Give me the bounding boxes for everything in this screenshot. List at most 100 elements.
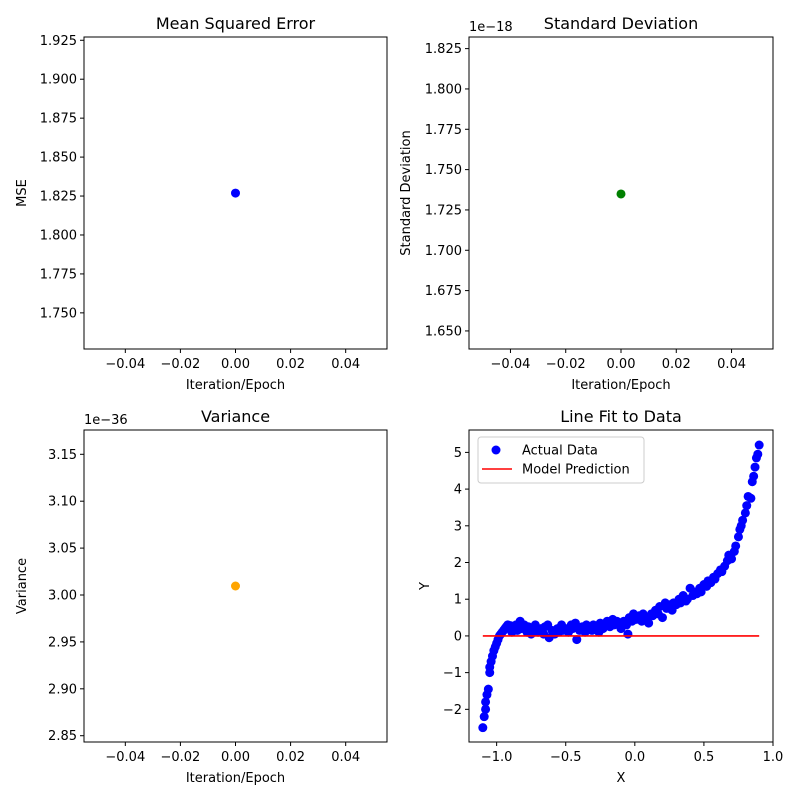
y-tick-label: 3.15 bbox=[48, 448, 77, 463]
x-tick-label: 0.00 bbox=[221, 750, 250, 765]
y-tick-label: 1.925 bbox=[40, 34, 77, 49]
data-point bbox=[657, 613, 667, 623]
data-point bbox=[754, 440, 764, 450]
y-tick-label: 1.775 bbox=[40, 267, 77, 282]
y-tick-label: 1.825 bbox=[425, 42, 462, 57]
variance-chart: Variance −0.04 −0.02 0.00 0.02 0.04 2.85 2.90 2.… bbox=[15, 407, 388, 786]
x-tick-label: 0.04 bbox=[331, 750, 360, 765]
mse-chart: Mean Squared Error −0.04 −0.02 0.00 0.02 0.04… bbox=[15, 14, 388, 393]
data-point bbox=[479, 712, 489, 722]
data-point bbox=[733, 532, 743, 542]
x-tick-label: 0.02 bbox=[662, 357, 691, 372]
data-point bbox=[742, 501, 752, 511]
axis-offset-text: 1e−18 bbox=[469, 20, 513, 35]
y-tick-label: 1.800 bbox=[425, 82, 462, 97]
y-tick-label: 2.95 bbox=[48, 635, 77, 650]
y-tick-label: 1.700 bbox=[425, 244, 462, 259]
y-tick-label: 1.875 bbox=[40, 112, 77, 127]
x-axis-label: Iteration/Epoch bbox=[186, 378, 285, 393]
y-tick-label: 1.675 bbox=[425, 284, 462, 299]
axes-frame bbox=[83, 36, 388, 350]
data-point bbox=[740, 508, 750, 518]
legend-marker-actual-data bbox=[491, 445, 501, 455]
chart-title: Line Fit to Data bbox=[560, 407, 682, 426]
data-point bbox=[570, 618, 580, 628]
data-point bbox=[481, 697, 491, 707]
y-tick-label: 1.825 bbox=[40, 190, 77, 205]
data-point bbox=[481, 704, 491, 714]
y-tick-label: 1.850 bbox=[40, 151, 77, 166]
axes-frame bbox=[468, 429, 774, 743]
y-axis-label: Variance bbox=[15, 558, 30, 614]
y-tick-label: 1.650 bbox=[425, 324, 462, 339]
data-point bbox=[746, 493, 756, 503]
x-axis-label: Iteration/Epoch bbox=[186, 771, 285, 786]
y-tick-label: 1.725 bbox=[425, 203, 462, 218]
x-tick-label: 0.02 bbox=[276, 357, 305, 372]
y-tick-label: −2 bbox=[443, 703, 462, 718]
std-dev-chart: Standard Deviation −0.04 −0.02 0.00 0.02 0.04… bbox=[399, 14, 774, 393]
axes-frame bbox=[83, 429, 388, 743]
chart-title: Variance bbox=[201, 407, 270, 426]
x-tick-label: 0.00 bbox=[607, 357, 636, 372]
legend: Actual Data Model Prediction bbox=[477, 436, 645, 484]
axes-frame bbox=[468, 36, 774, 350]
x-tick-label: −0.02 bbox=[160, 357, 200, 372]
x-tick-label: −0.04 bbox=[105, 750, 145, 765]
data-point bbox=[738, 515, 748, 525]
data-point bbox=[231, 581, 240, 591]
y-tick-label: 5 bbox=[454, 446, 462, 461]
x-tick-label: −0.02 bbox=[160, 750, 200, 765]
y-axis-label: Standard Deviation bbox=[399, 130, 414, 255]
x-tick-label: 0.02 bbox=[276, 750, 305, 765]
x-tick-label: 0.04 bbox=[717, 357, 746, 372]
data-point bbox=[727, 554, 737, 564]
y-tick-label: 3 bbox=[454, 519, 462, 534]
x-tick-label: 0.5 bbox=[694, 750, 715, 765]
y-tick-label: 1 bbox=[454, 593, 462, 608]
legend-box bbox=[477, 436, 645, 484]
data-point bbox=[483, 684, 493, 694]
y-tick-label: 2.85 bbox=[48, 729, 77, 744]
y-tick-label: 3.00 bbox=[48, 589, 77, 604]
x-tick-label: 0.00 bbox=[221, 357, 250, 372]
data-point bbox=[731, 541, 741, 551]
y-tick-label: 4 bbox=[454, 483, 462, 498]
y-tick-label: 1.900 bbox=[40, 73, 77, 88]
chart-title: Standard Deviation bbox=[544, 14, 698, 33]
legend-label: Model Prediction bbox=[522, 463, 630, 478]
y-tick-label: 1.775 bbox=[425, 123, 462, 138]
data-point bbox=[478, 723, 488, 733]
data-point bbox=[749, 471, 759, 481]
data-point bbox=[623, 629, 633, 639]
y-tick-label: 0 bbox=[454, 629, 462, 644]
y-tick-label: 1.800 bbox=[40, 228, 77, 243]
y-tick-label: 3.05 bbox=[48, 542, 77, 557]
y-tick-label: 2.90 bbox=[48, 682, 77, 697]
x-tick-label: −1.0 bbox=[481, 750, 513, 765]
data-point bbox=[616, 189, 626, 199]
x-tick-label: −0.02 bbox=[546, 357, 586, 372]
data-point bbox=[750, 462, 760, 472]
data-point bbox=[753, 449, 763, 459]
data-point bbox=[231, 188, 240, 198]
y-tick-label: −1 bbox=[443, 666, 462, 681]
y-axis-label: MSE bbox=[15, 179, 30, 207]
y-tick-label: 1.750 bbox=[40, 306, 77, 321]
data-point bbox=[572, 635, 582, 645]
legend-label: Actual Data bbox=[522, 444, 598, 459]
x-tick-label: −0.04 bbox=[491, 357, 531, 372]
y-tick-label: 1.750 bbox=[425, 163, 462, 178]
chart-title: Mean Squared Error bbox=[156, 14, 316, 33]
x-tick-label: 0.0 bbox=[624, 750, 645, 765]
x-tick-label: −0.04 bbox=[105, 357, 145, 372]
x-axis-label: Iteration/Epoch bbox=[571, 378, 670, 393]
x-axis-label: X bbox=[617, 771, 626, 786]
axis-offset-text: 1e−36 bbox=[84, 413, 128, 428]
y-tick-label: 2 bbox=[454, 556, 462, 571]
data-point bbox=[696, 587, 706, 597]
y-tick-label: 3.10 bbox=[48, 495, 77, 510]
x-tick-label: 1.0 bbox=[763, 750, 784, 765]
line-fit-chart: Line Fit to Data −1.0 −0.5 0.0 0.5 1.0 −2 −1 0 1 2… bbox=[418, 407, 783, 786]
